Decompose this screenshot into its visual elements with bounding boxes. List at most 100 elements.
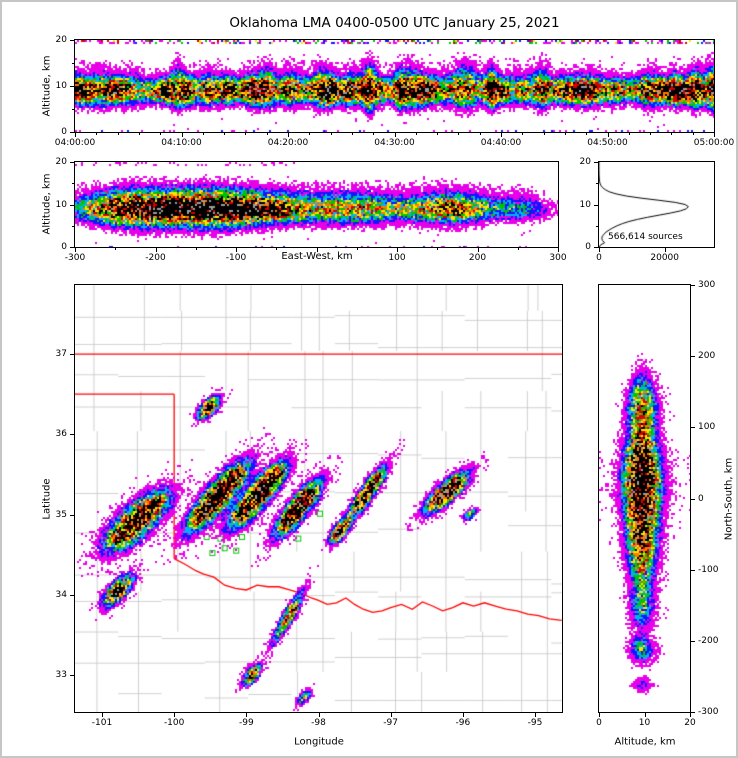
tick-mark bbox=[691, 356, 695, 358]
tick-mark bbox=[522, 133, 524, 135]
tick-mark bbox=[594, 247, 598, 248]
x-axis-label-longitude: Longitude bbox=[294, 736, 344, 748]
tick-mark bbox=[356, 248, 358, 250]
tick-label: 300 bbox=[549, 253, 567, 263]
tick-mark bbox=[70, 514, 74, 516]
tick-mark bbox=[195, 248, 197, 250]
x-axis-label-east-west: East-West, km bbox=[281, 251, 353, 262]
tick-mark bbox=[72, 109, 74, 110]
tick-mark bbox=[276, 248, 278, 250]
tick-label: -300 bbox=[698, 707, 719, 717]
tick-mark bbox=[246, 713, 248, 717]
tick-mark bbox=[691, 640, 695, 642]
tick-label: 05:00:00 bbox=[693, 138, 735, 148]
tick-label: -101 bbox=[91, 718, 113, 728]
y-axis-label-latitude: Latitude bbox=[41, 478, 53, 520]
tick-label: -100 bbox=[163, 718, 185, 728]
east-west-panel bbox=[74, 161, 559, 248]
tick-mark bbox=[70, 434, 74, 436]
tick-label: -98 bbox=[311, 718, 326, 728]
tick-mark bbox=[714, 133, 715, 137]
tick-label: -100 bbox=[698, 564, 719, 575]
tick-mark bbox=[115, 248, 117, 250]
tick-mark bbox=[644, 713, 646, 717]
tick-mark bbox=[599, 713, 600, 717]
tick-mark bbox=[351, 133, 353, 135]
tick-label: 20 bbox=[579, 157, 591, 167]
time-height-panel bbox=[74, 39, 715, 133]
tick-label: 200 bbox=[698, 351, 716, 362]
tick-mark bbox=[564, 133, 566, 135]
tick-label: 04:20:00 bbox=[267, 138, 309, 148]
tick-mark bbox=[236, 248, 237, 252]
tick-mark bbox=[138, 133, 140, 135]
tick-mark bbox=[245, 133, 247, 135]
tick-label: 0 bbox=[596, 718, 602, 728]
y-axis-label-altitude-ew: Altitude, km bbox=[41, 173, 53, 235]
tick-label: 0 bbox=[585, 242, 591, 252]
tick-mark bbox=[650, 133, 652, 135]
tick-mark bbox=[181, 133, 183, 137]
tick-mark bbox=[288, 133, 289, 137]
tick-label: 04:50:00 bbox=[587, 138, 628, 148]
tick-label: 04:00:00 bbox=[54, 138, 96, 148]
tick-label: 04:30:00 bbox=[374, 138, 415, 148]
tick-mark bbox=[458, 133, 460, 135]
tick-mark bbox=[594, 162, 598, 163]
map-panel bbox=[74, 284, 563, 713]
tick-label: 10 bbox=[55, 199, 67, 210]
tick-mark bbox=[202, 133, 204, 135]
tick-mark bbox=[70, 247, 74, 248]
tick-label: -200 bbox=[698, 635, 719, 646]
tick-label: 20 bbox=[684, 718, 696, 728]
tick-mark bbox=[70, 132, 74, 133]
north-south-panel bbox=[598, 284, 691, 713]
tick-label: 20 bbox=[55, 157, 67, 167]
tick-label: -300 bbox=[64, 253, 86, 263]
tick-mark bbox=[96, 133, 98, 135]
tick-mark bbox=[70, 162, 74, 163]
tick-mark bbox=[691, 712, 695, 713]
tick-mark bbox=[318, 713, 320, 717]
tick-label: -200 bbox=[145, 253, 166, 263]
tick-mark bbox=[437, 248, 439, 250]
tick-mark bbox=[664, 248, 666, 252]
altitude-histogram-panel bbox=[598, 161, 715, 248]
tick-mark bbox=[174, 713, 176, 717]
tick-mark bbox=[330, 133, 332, 135]
tick-mark bbox=[691, 285, 695, 286]
tick-mark bbox=[671, 133, 673, 135]
tick-label: 37 bbox=[55, 349, 67, 360]
tick-mark bbox=[316, 248, 318, 252]
tick-mark bbox=[309, 133, 311, 135]
tick-label: 100 bbox=[388, 253, 406, 263]
tick-label: -97 bbox=[383, 718, 399, 728]
tick-mark bbox=[224, 133, 226, 135]
tick-mark bbox=[70, 354, 74, 356]
tick-label: 04:40:00 bbox=[480, 138, 522, 148]
tick-mark bbox=[594, 204, 598, 206]
y-axis-label-altitude-time: Altitude, km bbox=[41, 55, 53, 117]
x-axis-label-altitude-ns: Altitude, km bbox=[614, 736, 676, 748]
tick-label: 10 bbox=[579, 199, 591, 210]
tick-mark bbox=[691, 498, 695, 500]
tick-label: 20 bbox=[55, 35, 67, 45]
tick-label: -96 bbox=[455, 718, 471, 728]
tick-label: 04:10:00 bbox=[161, 138, 202, 148]
tick-mark bbox=[70, 86, 74, 87]
y-axis-label-north-south: North-South, km bbox=[723, 457, 735, 541]
tick-label: 20000 bbox=[650, 253, 680, 263]
tick-mark bbox=[543, 133, 545, 135]
tick-mark bbox=[75, 248, 76, 252]
tick-mark bbox=[437, 133, 439, 135]
tick-mark bbox=[479, 133, 481, 135]
tick-label: -100 bbox=[225, 253, 247, 263]
tick-mark bbox=[70, 40, 74, 41]
north-south-plot bbox=[599, 285, 690, 712]
tick-mark bbox=[558, 248, 559, 252]
tick-mark bbox=[70, 204, 74, 206]
map-plot bbox=[75, 285, 562, 712]
tick-mark bbox=[72, 63, 74, 64]
source-count-annotation: 566,614 sources bbox=[608, 232, 683, 242]
